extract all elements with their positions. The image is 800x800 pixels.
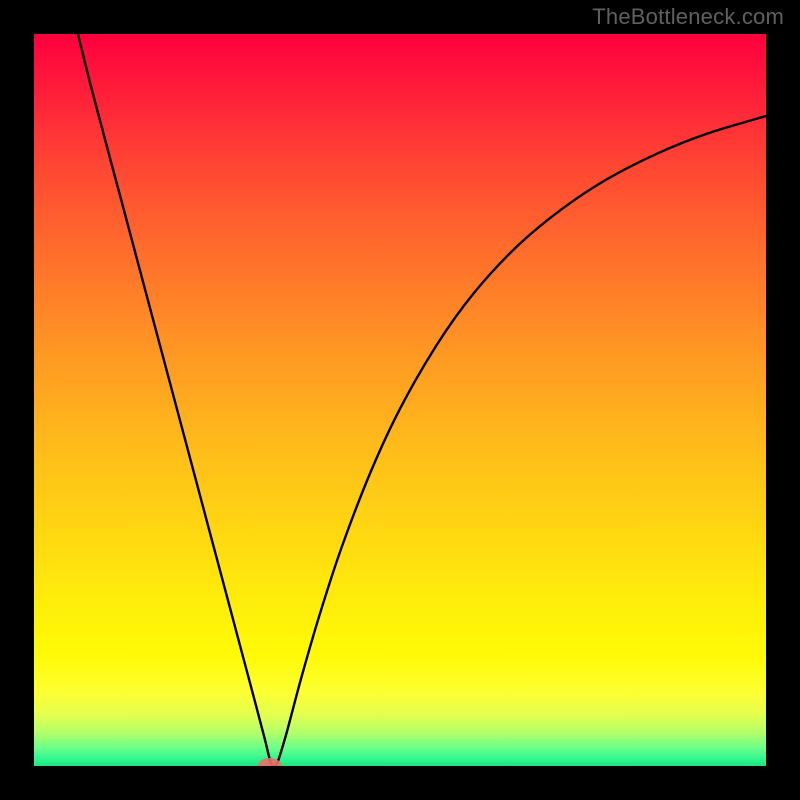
watermark-label: TheBottleneck.com: [592, 4, 784, 30]
chart-container: TheBottleneck.com: [0, 0, 800, 800]
gradient-background: [34, 34, 766, 766]
plot-svg: [34, 34, 766, 766]
plot-area: [34, 34, 766, 766]
